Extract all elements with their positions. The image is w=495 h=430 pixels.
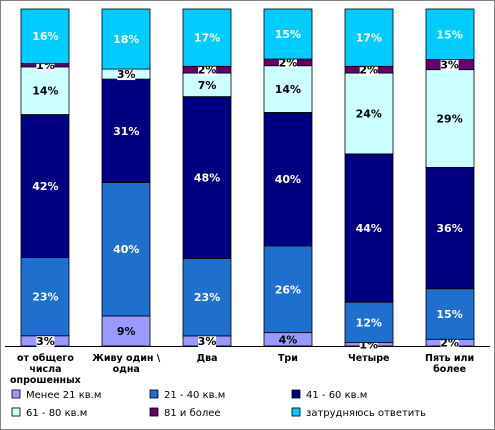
category-label: Пять или [425, 353, 474, 364]
data-label: 17% [356, 32, 382, 45]
bar-segment [182, 257, 232, 337]
bar-segment [263, 65, 313, 113]
data-label-box [198, 334, 217, 347]
legend-label: Менее 21 кв.м [26, 390, 101, 401]
data-label: 9% [117, 325, 136, 338]
bar-segment [425, 288, 475, 340]
bar-segment [101, 8, 151, 70]
bar-segment [425, 8, 475, 60]
bar-segment [263, 112, 313, 247]
data-label: 4% [279, 333, 298, 346]
data-label: 2% [198, 64, 217, 77]
bar-segment [344, 72, 394, 155]
data-label: 2% [440, 337, 459, 350]
bar-segment [344, 153, 394, 303]
legend-swatch [149, 407, 159, 417]
legend-swatch [11, 407, 21, 417]
bar-segment [344, 301, 394, 344]
bar-segment [20, 8, 70, 64]
data-label: 12% [356, 316, 382, 329]
category-label: одна [113, 364, 140, 375]
legend-label: 21 - 40 кв.м [164, 390, 225, 401]
data-label: 3% [36, 335, 55, 348]
category-label: Два [197, 353, 218, 364]
data-label: 40% [275, 173, 301, 186]
data-label: 17% [194, 32, 220, 45]
data-label: 3% [198, 335, 217, 348]
data-label-box [440, 58, 459, 71]
data-label: 29% [436, 113, 462, 126]
legend-label: 41 - 60 кв.м [306, 390, 367, 401]
legend-label: 61 - 80 кв.м [26, 408, 87, 419]
bar-segment [425, 166, 475, 290]
category-label: Живу один \ [92, 353, 161, 364]
data-label: 48% [194, 172, 220, 185]
category-label: опрошенных [10, 375, 81, 386]
data-label: 2% [359, 64, 378, 77]
data-label: 15% [436, 28, 462, 41]
data-label: 14% [32, 85, 58, 98]
data-label-box [117, 68, 136, 81]
data-label: 15% [436, 308, 462, 321]
data-label: 7% [198, 79, 217, 92]
bar-segment [263, 245, 313, 334]
data-label: 26% [275, 283, 301, 296]
data-label: 3% [117, 68, 136, 81]
bar-segment [20, 66, 70, 115]
legend-swatch [149, 389, 159, 399]
data-label: 24% [356, 107, 382, 120]
data-label: 23% [32, 291, 58, 304]
legend-label: затрудняюсь ответить [306, 408, 426, 419]
data-label: 42% [32, 180, 58, 193]
category-label: от общего [17, 353, 74, 364]
data-label: 40% [113, 243, 139, 256]
bar-segment [344, 8, 394, 67]
category-label: Четыре [348, 353, 389, 364]
data-label-box [36, 334, 55, 347]
data-label: 14% [275, 83, 301, 96]
bar-segment [20, 114, 70, 258]
legend-swatch [11, 389, 21, 399]
bar-segment [263, 8, 313, 60]
data-label: 36% [436, 222, 462, 235]
bar-segment [182, 8, 232, 67]
legend-swatch [291, 389, 301, 399]
data-label: 3% [440, 59, 459, 72]
legend-label: 81 и более [164, 408, 221, 419]
data-label: 2% [279, 56, 298, 69]
category-label: более [433, 364, 466, 375]
data-label: 16% [32, 30, 58, 43]
category-label: числа [29, 364, 61, 375]
legend-swatch [291, 407, 301, 417]
bar-segment [182, 96, 232, 259]
data-label: 31% [113, 125, 139, 138]
category-label: Три [278, 353, 298, 364]
bar-segment [101, 315, 151, 347]
data-label: 15% [275, 28, 301, 41]
bar-segment [101, 182, 151, 317]
bar-segment [101, 78, 151, 183]
data-label: 44% [356, 222, 382, 235]
data-label: 23% [194, 291, 220, 304]
data-label: 18% [113, 33, 139, 46]
